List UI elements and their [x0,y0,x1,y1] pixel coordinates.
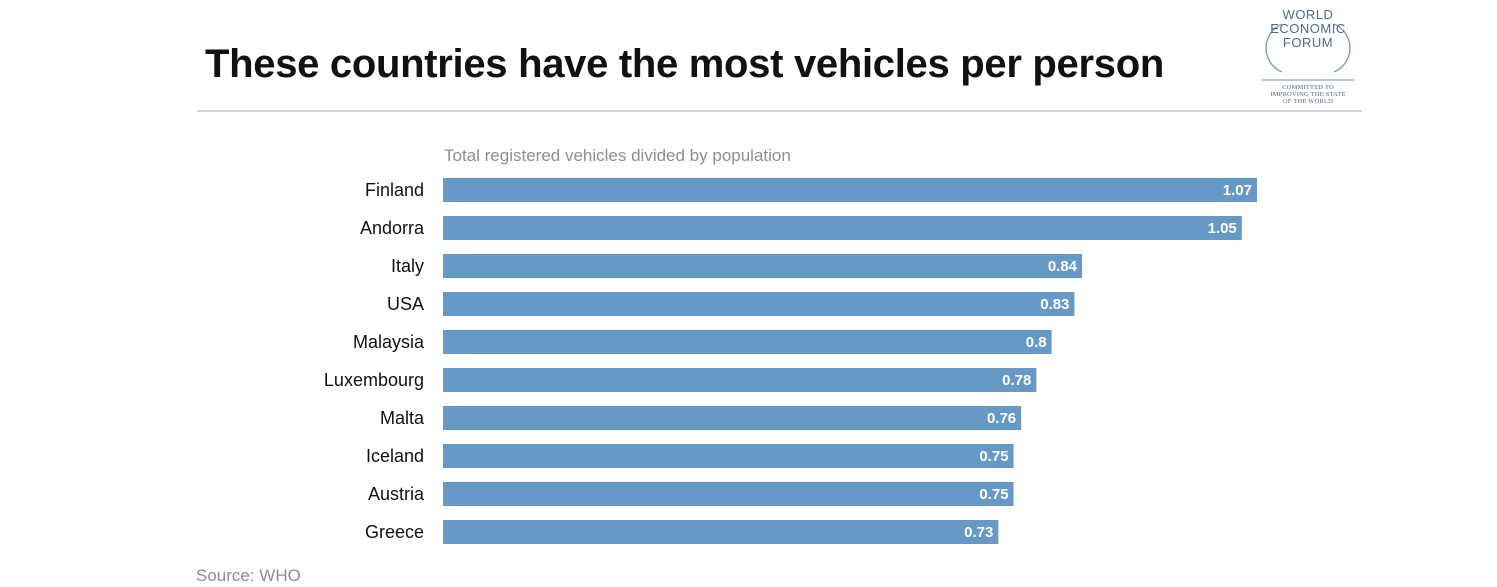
category-label: Malaysia [353,332,425,352]
category-label: Iceland [366,446,424,466]
bar [443,444,1014,468]
bar [443,368,1037,392]
category-label: Luxembourg [324,370,424,390]
value-label: 0.83 [1040,296,1069,313]
value-label: 0.73 [964,524,993,541]
logo-line-2: ECONOMIC [1270,21,1346,36]
bar [443,482,1014,506]
value-label: 0.75 [979,486,1008,503]
title-divider [197,110,1362,112]
category-label: Italy [391,256,424,276]
value-label: 1.07 [1223,182,1252,199]
wef-logo: WORLD ECONOMIC FORUM COMMITTED TO IMPROV… [1252,6,1364,110]
category-label: Andorra [360,218,425,238]
logo-arc-icon [1262,23,1354,81]
category-label: Austria [368,484,425,504]
chart-subtitle: Total registered vehicles divided by pop… [444,146,791,165]
value-label: 0.8 [1026,334,1047,351]
value-label: 0.75 [979,448,1008,465]
bar [443,254,1083,278]
bar [443,292,1075,316]
logo-tagline-1: COMMITTED TO [1282,84,1334,91]
bar [443,330,1052,354]
bar [443,406,1022,430]
category-label: Malta [380,408,425,428]
chart-title: These countries have the most vehicles p… [205,42,1164,86]
bar [443,520,999,544]
bar [443,216,1242,240]
logo-tagline-3: OF THE WORLD [1282,98,1334,105]
category-label: Finland [365,180,424,200]
value-label: 0.76 [987,410,1016,427]
bar [443,178,1257,202]
logo-tagline-2: IMPROVING THE STATE [1270,91,1346,98]
value-label: 1.05 [1208,220,1237,237]
category-label: USA [387,294,424,314]
logo-line-1: WORLD [1282,7,1334,22]
value-label: 0.78 [1002,372,1031,389]
value-label: 0.84 [1048,258,1078,275]
source-note: Source: WHO [196,566,301,585]
category-label: Greece [365,522,424,542]
logo-line-3: FORUM [1282,35,1334,50]
